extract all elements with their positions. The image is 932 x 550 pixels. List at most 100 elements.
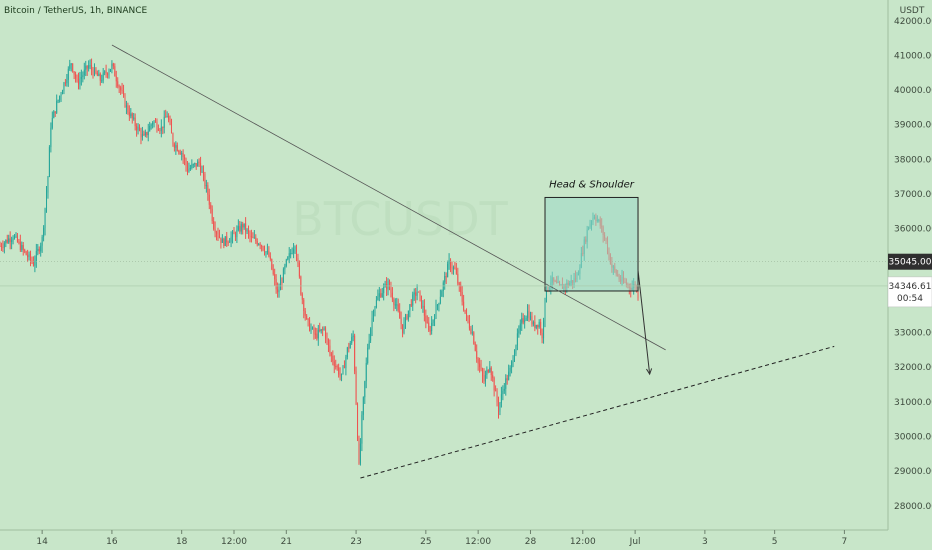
candle-body [477,358,479,364]
candle-body [508,371,510,380]
candle-body [152,122,154,125]
candle-body [316,333,318,339]
candle-body [486,370,488,375]
candle-body [156,122,158,130]
candle-body [184,157,186,160]
candle-body [261,245,263,247]
candle-body [143,133,145,136]
candle-body [160,126,162,131]
candle-body [285,259,287,266]
candle-body [207,185,209,195]
candle-body [438,303,440,306]
candle-body [444,276,446,283]
candle-body [307,318,309,321]
candle-body [229,241,231,243]
candle-body [107,73,109,75]
candle-body [521,318,523,324]
candle-body [80,77,82,79]
candle-body [496,391,498,403]
candle-body [480,367,482,370]
candle-body [367,347,369,363]
candle-body [115,76,117,82]
downtrend-line[interactable] [111,44,666,351]
candle-body [48,147,50,177]
candle-body [451,268,453,270]
candle-body [441,291,443,297]
candle-body [31,259,33,262]
candle-body [297,258,299,264]
candle-body [168,116,170,121]
candle-body [391,292,393,300]
candle-body [245,223,247,232]
candle-body [374,307,376,313]
candle-body [333,361,335,367]
candle-body [41,236,43,246]
candle-body [400,318,402,325]
candle-body [500,394,502,403]
candle-body [528,310,530,320]
candle-body [159,130,161,132]
price-tick-label: 38000.00 [894,155,932,165]
candle-body [269,256,271,259]
price-tick-label: 36000.00 [894,225,932,235]
candle-body [64,82,66,84]
candle-body [346,347,348,358]
candle-body [79,78,81,85]
candle-body [43,227,45,237]
candle-body [355,371,357,405]
candle-body [131,113,133,119]
candle-body [192,164,194,166]
chart-title: Bitcoin / TetherUS, 1h, BINANCE [4,6,148,16]
head-shoulder-box[interactable] [544,196,639,292]
candle-body [399,310,401,319]
annotations-layer: Head & Shoulder [111,44,835,479]
candle-body [359,443,361,464]
candle-body [136,126,138,131]
candle-body [155,121,157,123]
candle-body [172,133,174,145]
price-tick-label: 37000.00 [894,190,932,200]
candle-body [483,375,485,382]
candle-body [358,439,360,464]
candle-body [243,223,245,228]
candle-body [18,241,20,243]
time-tick-label: 28 [525,537,537,547]
candle-body [544,298,546,321]
candle-body [482,369,484,376]
price-tick-label: 28000.00 [894,502,932,512]
candle-body [461,292,463,302]
candle-body [306,315,308,319]
candle-body [77,79,79,85]
candle-body [32,261,34,266]
candle-body [200,162,202,173]
candle-body [194,163,196,165]
candle-body [22,245,24,250]
candle-body [27,255,29,258]
candle-body [426,322,428,324]
candle-body [310,328,312,331]
candle-body [88,65,90,69]
candle-body [86,65,88,69]
candle-body [16,235,18,242]
candle-body [431,322,433,332]
candle-body [319,329,321,331]
price-level-text: 35045.00 [889,258,932,268]
candle-body [423,305,425,316]
candle-body [436,305,438,307]
uptrend-line[interactable] [360,345,835,479]
time-tick-label: 12:00 [221,537,247,547]
candle-body [144,132,146,136]
candle-body [429,330,431,332]
candle-body [149,125,151,132]
candle-body [176,145,178,151]
candle-body [493,377,495,391]
time-axis[interactable]: 14 16 18 12:00 21 23 25 12:00 28 12:00 Jul 3 5 7 [36,530,847,547]
candle-body [293,249,295,254]
candle-body [452,267,454,269]
candle-body [326,338,328,340]
candle-body [522,318,524,323]
candle-body [541,333,543,339]
candle-body [415,292,417,296]
candle-body [354,335,356,372]
candle-body [338,367,340,375]
